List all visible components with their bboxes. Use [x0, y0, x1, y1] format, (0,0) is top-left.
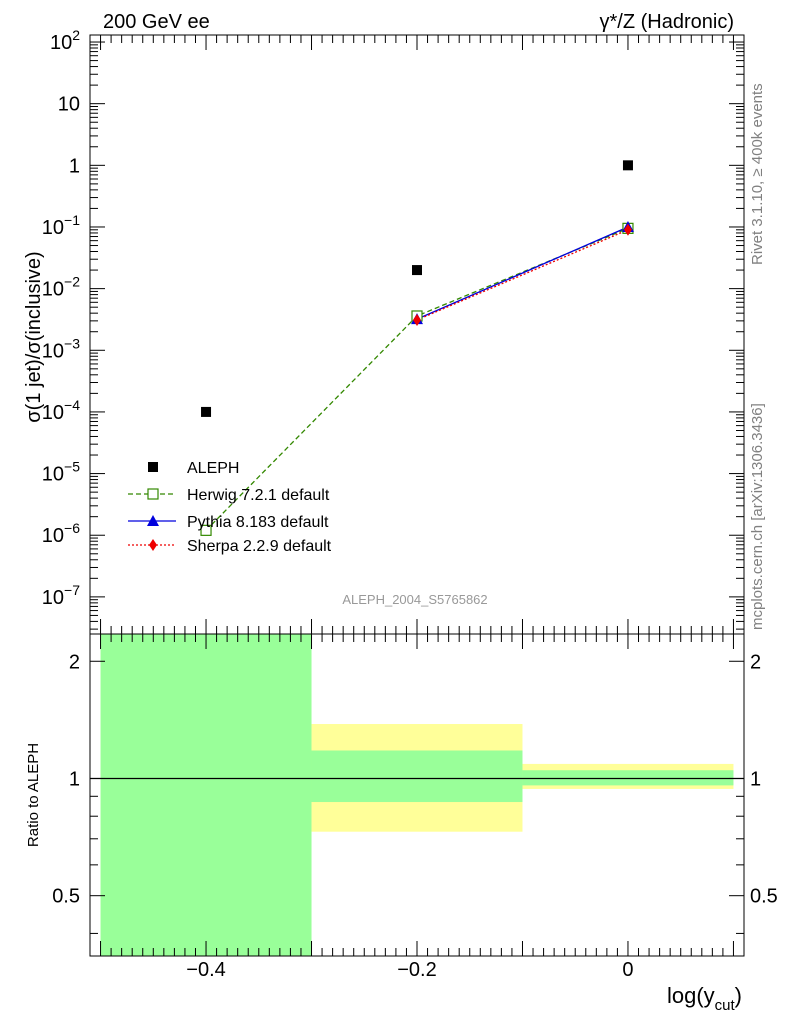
main-y-tick-label: 1: [69, 155, 80, 177]
legend-marker-herwig: [147, 488, 159, 500]
main-y-tick-label: 10−6: [42, 520, 80, 547]
main-y-tick-exponent: −2: [64, 274, 80, 290]
main-y-tick-exponent: −4: [64, 397, 80, 413]
main-y-tick-label: 10−4: [42, 397, 80, 424]
ratio-band-inner-0: [100, 634, 312, 956]
main-y-tick-exponent: −3: [64, 335, 80, 351]
pythia-series-line: [416, 226, 629, 320]
ratio-y-tick-label-left: 2: [69, 651, 80, 673]
main-y-tick-base: 10: [42, 587, 64, 609]
legend-label-data: ALEPH: [187, 460, 239, 477]
analysis-id-label: ALEPH_2004_S5765862: [342, 592, 487, 607]
ratio-y-tick-label-right: 1: [750, 768, 761, 790]
main-y-tick-exponent: −7: [64, 582, 80, 598]
legend-label-sherpa: Sherpa 2.2.9 default: [187, 538, 332, 555]
main-y-tick-label: 10: [58, 94, 80, 116]
x-tick-label: 0: [622, 959, 633, 981]
legend-label-pythia: Pythia 8.183 default: [187, 514, 329, 531]
data-point: [622, 160, 633, 171]
main-y-tick-label: 10−2: [42, 274, 80, 301]
x-tick-label: −0.2: [397, 959, 436, 981]
main-y-tick-base: 10: [42, 402, 64, 424]
main-y-tick-base: 10: [42, 464, 64, 486]
sherpa-series-line: [416, 229, 629, 321]
ratio-y-tick-label-left: 1: [69, 768, 80, 790]
legend-marker-pythia: [147, 515, 159, 526]
main-y-tick-base: 10: [42, 340, 64, 362]
main-y-tick-base: 10: [50, 32, 72, 54]
main-y-tick-exponent: −5: [64, 459, 80, 475]
data-point: [201, 406, 212, 417]
main-y-tick-exponent: 2: [72, 27, 80, 43]
x-axis-label: log(ycut): [667, 983, 742, 1014]
main-y-tick-label: 10−5: [42, 459, 80, 486]
ratio-y-tick-label-left: 0.5: [52, 886, 80, 908]
ratio-y-axis-label: Ratio to ALEPH: [25, 743, 42, 847]
main-y-tick-exponent: −6: [64, 520, 80, 536]
main-y-tick-base: 10: [42, 525, 64, 547]
main-y-axis-label: σ(1 jet)/σ(inclusive): [23, 251, 45, 422]
mcplots-label: mcplots.cern.ch [arXiv:1306.3436]: [749, 403, 766, 630]
sherpa-point: [623, 223, 632, 236]
ratio-plot-area: 2 2 1 1 0.5 0.5 −0.4 −0.2 0: [52, 633, 778, 981]
main-y-tick-exponent: −1: [64, 212, 80, 228]
herwig-point: [200, 524, 212, 536]
ratio-y-tick-label-right: 2: [750, 651, 761, 673]
sherpa-point: [413, 313, 421, 326]
main-y-tick-label: 10−7: [42, 582, 80, 609]
data-point: [412, 265, 422, 276]
main-y-tick-label: 10−1: [42, 212, 80, 239]
x-axis-label-subscript: cut: [715, 997, 736, 1014]
ratio-band-inner-1: [311, 750, 523, 803]
legend-marker-sherpa: [149, 539, 157, 551]
main-y-tick-label: 102: [50, 27, 80, 54]
legend-marker-data: [148, 462, 158, 472]
x-axis-label-close: ): [735, 983, 742, 1008]
ratio-band-inner-2: [522, 770, 734, 786]
x-tick-label: −0.4: [186, 959, 225, 981]
main-y-tick-base: 10: [58, 94, 80, 116]
legend: ALEPH Herwig 7.2.1 default Pythia 8.183 de…: [128, 460, 332, 555]
ratio-y-tick-label-right: 0.5: [750, 886, 778, 908]
main-y-tick-base: 10: [42, 217, 64, 239]
main-y-tick-base: 1: [69, 155, 80, 177]
header-left-label: 200 GeV ee: [103, 11, 210, 33]
main-y-tick-base: 10: [42, 279, 64, 301]
x-axis-label-main: log(y: [667, 983, 715, 1008]
legend-label-herwig: Herwig 7.2.1 default: [187, 487, 330, 504]
header-right-label: γ*/Z (Hadronic): [600, 11, 734, 33]
rivet-version-label: Rivet 3.1.10, ≥ 400k events: [749, 83, 766, 265]
main-y-tick-label: 10−3: [42, 335, 80, 362]
